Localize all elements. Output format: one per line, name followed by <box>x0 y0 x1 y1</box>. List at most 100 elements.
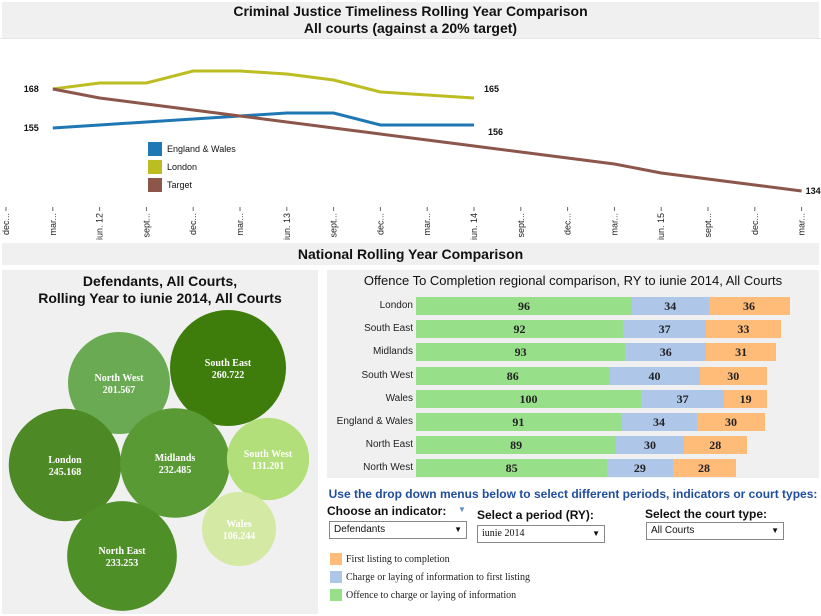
x-tick-label: iun. 15 <box>656 213 666 240</box>
row-label-wales: Wales <box>385 392 413 404</box>
bar-segment-north-west-b: 29 <box>607 459 673 478</box>
chart-title-line2: All courts (against a 20% target) <box>303 20 518 36</box>
bar-segment-north-east-b: 30 <box>616 436 684 455</box>
value-label-ew-end: 156 <box>488 127 503 137</box>
x-tick-label: sept... <box>141 213 151 238</box>
bar-segment-north-east-a: 89 <box>416 436 617 455</box>
x-tick-label: mar... <box>422 213 432 236</box>
bubble-name-midlands: Midlands <box>155 453 196 464</box>
bubble-value-midlands: 232.485 <box>159 465 192 476</box>
bar-segment-south-west-a: 86 <box>416 366 610 385</box>
bubble-name-wales: Wales <box>226 519 252 530</box>
bar-segment-north-west-a: 85 <box>416 459 608 478</box>
bar-segment-midlands-b: 36 <box>625 343 707 362</box>
bar-segment-south-west-b: 40 <box>609 366 700 385</box>
bubble-name-london: London <box>48 455 82 466</box>
x-tick-label: sept... <box>516 213 526 238</box>
x-tick-label: mar... <box>48 213 58 236</box>
legend-label-first-listing: First listing to completion <box>346 554 450 565</box>
series-line-target <box>52 87 802 193</box>
bar-segment-london-c: 36 <box>708 297 790 315</box>
bubble-value-south-west: 131.201 <box>252 461 285 472</box>
x-tick-label: dec... <box>563 213 573 235</box>
bar-segment-south-east-a: 92 <box>416 320 623 339</box>
row-label-south-west: South West <box>361 369 413 381</box>
regional-bar-chart: London 96 34 36 South East 92 37 33 Midlands 93 36… <box>327 292 819 478</box>
chevron-down-icon: ▼ <box>454 525 462 534</box>
legend-swatch-first-listing <box>330 553 342 565</box>
legend-swatch-london <box>148 160 162 174</box>
regional-title: Offence To Completion regional compariso… <box>327 270 819 292</box>
bubble-panel-title: Defendants, All Courts, Rolling Year to … <box>2 273 318 307</box>
x-tick-label: dec... <box>375 213 385 235</box>
bubble-wales <box>201 491 277 567</box>
x-tick-label: mar... <box>797 213 807 236</box>
indicator-select[interactable]: Defendants ▼ <box>329 521 467 539</box>
value-label-london-start: 168 <box>24 84 39 94</box>
x-tick-label: iun. 14 <box>469 213 479 240</box>
legend-swatch-england-wales <box>148 142 162 156</box>
bubble-london <box>8 408 122 522</box>
row-label-london: London <box>379 300 413 311</box>
bar-segment-england-wales-a: 91 <box>416 413 621 431</box>
bubble-south-west <box>226 417 310 501</box>
bar-segment-london-b: 34 <box>632 297 709 315</box>
indicator-label: Choose an indicator: <box>327 504 447 518</box>
legend-label-england-wales: England & Wales <box>167 144 236 154</box>
bubble-north-east <box>67 501 177 611</box>
bubble-north-west <box>68 332 170 434</box>
indicator-hint-icon: ▼ <box>458 505 466 514</box>
bubble-name-south-east: South East <box>205 358 252 369</box>
national-title: National Rolling Year Comparison <box>2 243 819 265</box>
legend-swatch-offence <box>330 589 342 601</box>
bar-segment-england-wales-c: 30 <box>697 413 765 431</box>
value-label-ew-start: 155 <box>24 123 39 133</box>
bubble-value-london: 245.168 <box>49 467 82 478</box>
bar-segment-wales-a: 100 <box>416 389 641 408</box>
chevron-down-icon: ▼ <box>592 529 600 538</box>
indicator-select-value: Defendants <box>334 524 386 535</box>
legend-swatch-charge <box>330 571 342 583</box>
bar-segment-midlands-c: 31 <box>706 343 776 362</box>
period-select-value: iunie 2014 <box>482 528 525 539</box>
row-label-midlands: Midlands <box>372 346 413 358</box>
row-label-north-east: North East <box>365 439 413 451</box>
bubble-title-line1: Defendants, All Courts, <box>82 273 238 289</box>
bubble-title-line2: Rolling Year to iunie 2014, All Courts <box>38 290 282 306</box>
x-tick-label: sept... <box>329 213 339 238</box>
court-select[interactable]: All Courts ▼ <box>646 522 784 540</box>
legend-label-charge: Charge or laying of information to first… <box>346 572 530 583</box>
x-tick-label: iun. 12 <box>95 213 105 240</box>
bar-segment-wales-c: 19 <box>724 389 767 408</box>
legend-label-target: Target <box>167 180 193 190</box>
court-label: Select the court type: <box>645 507 768 521</box>
period-label: Select a period (RY): <box>477 508 594 522</box>
value-label-target-end: 134 <box>806 186 821 196</box>
legend-label-london: London <box>167 162 197 172</box>
chart-title-line1: Criminal Justice Timeliness Rolling Year… <box>233 3 588 19</box>
row-label-south-east: South East <box>364 323 413 335</box>
court-select-value: All Courts <box>651 525 695 536</box>
x-tick-label: iun. 13 <box>282 213 292 240</box>
bubble-south-east <box>170 310 286 426</box>
bubble-value-north-west: 201.567 <box>103 385 136 396</box>
bar-segment-england-wales-b: 34 <box>620 413 698 431</box>
value-label-london-end: 165 <box>484 84 499 94</box>
x-tick-label: dec... <box>188 213 198 235</box>
x-tick-label: sept... <box>703 213 713 238</box>
series-line-london <box>52 69 475 100</box>
bar-segment-south-east-c: 33 <box>706 320 781 339</box>
bar-segment-north-west-c: 28 <box>672 459 736 478</box>
bar-segment-south-east-b: 37 <box>623 320 707 339</box>
bubble-name-south-west: South West <box>244 449 293 460</box>
chart-title: Criminal Justice Timeliness Rolling Year… <box>2 2 819 38</box>
x-tick-label: dec... <box>1 213 11 235</box>
bubble-value-wales: 106.244 <box>223 531 256 542</box>
chevron-down-icon: ▼ <box>771 526 779 535</box>
bar-segment-south-west-c: 30 <box>699 366 767 385</box>
bar-segment-wales-b: 37 <box>641 389 725 408</box>
period-select[interactable]: iunie 2014 ▼ <box>477 525 605 543</box>
bubble-name-north-east: North East <box>99 546 147 557</box>
x-tick-label: mar... <box>235 213 245 236</box>
